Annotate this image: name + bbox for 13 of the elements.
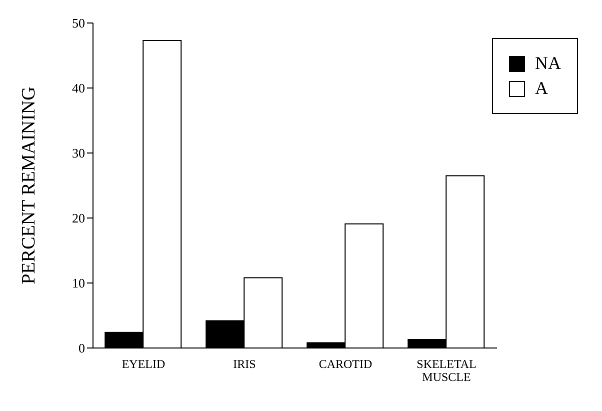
legend-label: A [535, 78, 548, 99]
legend-label: NA [535, 53, 561, 74]
x-tick-label: CAROTID [318, 357, 372, 371]
y-tick-label: 0 [78, 340, 85, 356]
y-tick-label: 10 [72, 276, 85, 291]
x-tick-label: IRIS [233, 357, 256, 371]
y-axis-title: PERCENT REMAINING [18, 86, 40, 284]
y-tick-label: 40 [72, 80, 85, 96]
y-tick-label: 50 [72, 16, 85, 31]
x-tick-label: EYELID [122, 357, 166, 371]
x-tick-label: SKELETAL MUSCLE [416, 357, 476, 384]
y-tick-label: 30 [72, 146, 85, 161]
y-tick-label: 20 [72, 210, 85, 226]
